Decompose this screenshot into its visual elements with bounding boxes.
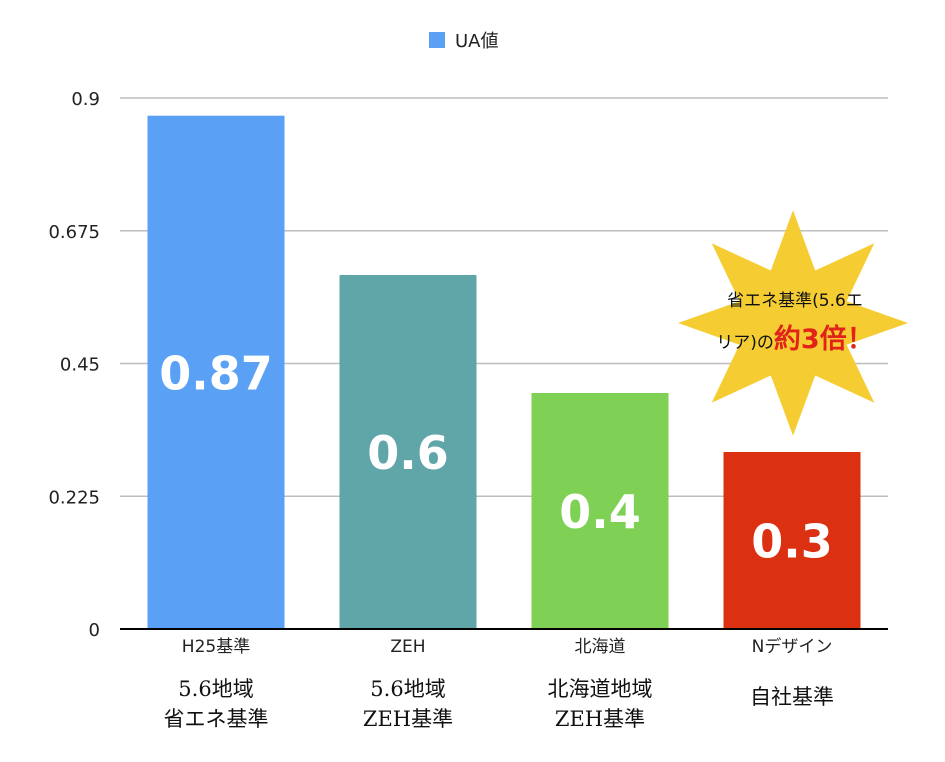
x-tick-label: ZEH [390, 637, 425, 657]
category-description-line: 5.6地域 [370, 677, 446, 701]
x-tick-label: 北海道 [575, 637, 626, 657]
annotation-line1: 省エネ基準(5.6エ [727, 291, 863, 311]
y-tick-label: 0.225 [48, 487, 100, 508]
annotation-emphasis: 約3倍！ [774, 323, 874, 355]
category-description-line: 北海道地域 [547, 677, 653, 701]
category-description: 5.6地域省エネ基準 [126, 674, 306, 734]
x-axis-ticks: H25基準 ZEH 北海道 Nデザイン [182, 636, 833, 657]
bar-value-label: 0.6 [367, 426, 449, 480]
legend-label: UA値 [455, 31, 499, 52]
category-description: 北海道地域 ZEH基準 [510, 674, 690, 734]
chart-legend: UA値 [429, 31, 499, 52]
bar-2 [339, 275, 477, 629]
bar-1 [147, 115, 285, 629]
bar-value-label: 0.87 [159, 346, 273, 400]
y-tick-label: 0.675 [48, 222, 100, 243]
category-description-line: 5.6地域 [178, 677, 254, 701]
annotation-line2: リア)の約3倍！ [716, 323, 873, 355]
y-tick-label: 0.45 [60, 355, 100, 376]
category-description-line: ZEH基準 [362, 707, 454, 731]
x-tick-label: H25基準 [182, 637, 250, 657]
starburst-shape [678, 210, 908, 436]
x-tick-label: Nデザイン [752, 636, 833, 657]
category-description-line: 省エネ基準 [163, 707, 269, 731]
category-description: 5.6地域 ZEH基準 [318, 674, 498, 734]
bar-4 [723, 452, 861, 629]
bar-value-label: 0.4 [559, 485, 641, 539]
category-description: 自社基準 [702, 682, 882, 712]
three-times-annotation: 省エネ基準(5.6エ リア)の約3倍！ [678, 210, 908, 436]
legend-swatch [429, 32, 445, 48]
bar-3 [531, 393, 669, 629]
bar-value-label: 0.3 [751, 515, 833, 569]
bar-value-labels: 0.87 0.6 0.4 0.3 [159, 346, 833, 568]
annotation-line2-prefix: リア)の [716, 333, 774, 353]
category-description-line: 自社基準 [750, 685, 834, 709]
y-tick-label: 0.9 [71, 89, 100, 110]
category-description-line: ZEH基準 [554, 707, 646, 731]
bars [147, 115, 861, 629]
y-tick-label: 0 [89, 620, 100, 641]
y-axis-ticks: 0 0.225 0.45 0.675 0.9 [48, 89, 100, 641]
